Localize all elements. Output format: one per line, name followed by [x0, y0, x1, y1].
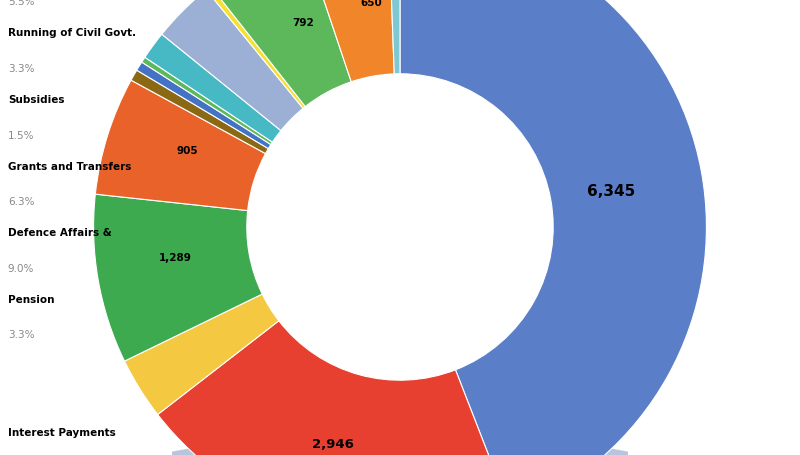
Text: 6.3%: 6.3% — [8, 197, 34, 207]
Wedge shape — [389, 0, 400, 75]
Wedge shape — [210, 0, 351, 107]
Wedge shape — [162, 0, 303, 131]
Text: Interest Payments: Interest Payments — [8, 427, 115, 437]
Ellipse shape — [94, 434, 706, 455]
Text: 9.0%: 9.0% — [8, 263, 34, 273]
Text: 650: 650 — [361, 0, 382, 8]
Wedge shape — [206, 0, 306, 109]
Wedge shape — [131, 71, 268, 154]
Text: 1,289: 1,289 — [158, 252, 192, 262]
Text: 905: 905 — [176, 145, 198, 155]
Text: 5.5%: 5.5% — [8, 0, 34, 7]
Text: Running of Civil Govt.: Running of Civil Govt. — [8, 28, 136, 38]
Text: 3.3%: 3.3% — [8, 64, 34, 74]
Text: 792: 792 — [292, 18, 314, 28]
Wedge shape — [142, 58, 273, 145]
Text: 2,946: 2,946 — [312, 437, 354, 450]
Text: 3.3%: 3.3% — [8, 329, 34, 339]
Wedge shape — [158, 321, 511, 455]
Wedge shape — [302, 0, 394, 82]
Text: 6,345: 6,345 — [587, 183, 635, 198]
Wedge shape — [400, 0, 706, 455]
Wedge shape — [95, 81, 266, 211]
Text: Defence Affairs &: Defence Affairs & — [8, 228, 111, 238]
Text: 1.5%: 1.5% — [8, 130, 34, 140]
Wedge shape — [145, 35, 281, 143]
Text: Pension: Pension — [8, 294, 54, 304]
Wedge shape — [137, 63, 271, 149]
Wedge shape — [94, 195, 262, 361]
Text: Subsidies: Subsidies — [8, 95, 64, 105]
Wedge shape — [125, 294, 279, 415]
Text: Grants and Transfers: Grants and Transfers — [8, 161, 131, 171]
